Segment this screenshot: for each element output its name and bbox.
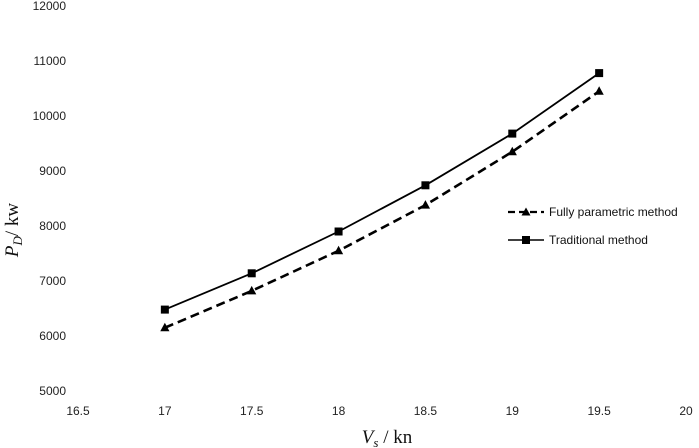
- y-tick-label: 9000: [39, 164, 66, 178]
- y-tick-label: 7000: [39, 274, 66, 288]
- legend-square-marker: [522, 236, 530, 244]
- legend-label-fully-parametric: Fully parametric method: [549, 205, 678, 219]
- square-marker: [334, 227, 343, 236]
- legend-item-traditional: Traditional method: [508, 233, 648, 247]
- triangle-marker: [420, 200, 431, 209]
- series-line: [164, 90, 600, 329]
- triangle-marker: [594, 86, 604, 95]
- legend-item-fully-parametric: Fully parametric method: [508, 205, 678, 219]
- x-tick-label: 16.5: [66, 404, 90, 418]
- y-tick-label: 11000: [34, 54, 67, 68]
- x-tick-label: 19.5: [587, 404, 611, 418]
- series-layer: [160, 69, 604, 332]
- triangle-marker: [507, 146, 517, 156]
- square-marker: [160, 305, 169, 314]
- triangle-marker: [333, 245, 344, 255]
- x-tick-label: 20: [679, 404, 693, 418]
- svg-text:PD/ kw: PD/ kw: [2, 203, 25, 259]
- x-axis-title: Vs / kn: [362, 427, 413, 448]
- x-tick-label: 19: [506, 404, 520, 418]
- series-fully-parametric: [160, 86, 604, 332]
- y-tick-label: 12000: [33, 0, 67, 13]
- legend-triangle-marker: [521, 207, 531, 216]
- x-tick-label: 18: [332, 404, 346, 418]
- square-marker: [247, 269, 256, 278]
- x-axis-ticks: 16.5 17 17.5 18 18.5 19 19.5 20: [66, 404, 693, 418]
- x-tick-label: 18.5: [414, 404, 438, 418]
- y-axis-ticks: 5000 6000 7000 8000 9000 10000 11000 12000: [33, 0, 67, 398]
- y-tick-label: 10000: [33, 109, 67, 123]
- y-axis-title: PD/ kw: [2, 203, 25, 259]
- series-traditional: [160, 69, 604, 314]
- square-marker: [595, 69, 604, 78]
- y-axis-title-unit: / kw: [2, 203, 23, 237]
- x-axis-title-unit: / kn: [378, 427, 412, 448]
- series-line: [164, 72, 600, 311]
- legend-label-traditional: Traditional method: [549, 233, 648, 247]
- legend: Fully parametric method Traditional meth…: [508, 205, 678, 247]
- y-tick-label: 6000: [39, 329, 66, 343]
- square-marker: [508, 129, 517, 138]
- x-tick-label: 17.5: [240, 404, 264, 418]
- y-axis-title-main: P: [2, 245, 23, 258]
- x-axis-title-main: V: [362, 427, 376, 448]
- y-tick-label: 5000: [39, 384, 66, 398]
- y-axis-title-sub: D: [10, 236, 25, 247]
- x-tick-label: 17: [158, 404, 172, 418]
- triangle-marker: [247, 285, 257, 295]
- x-axis-title-sub: s: [373, 435, 378, 448]
- square-marker: [421, 181, 430, 190]
- triangle-marker: [160, 322, 170, 332]
- svg-text:Vs / kn: Vs / kn: [362, 427, 413, 448]
- y-tick-label: 8000: [39, 219, 66, 233]
